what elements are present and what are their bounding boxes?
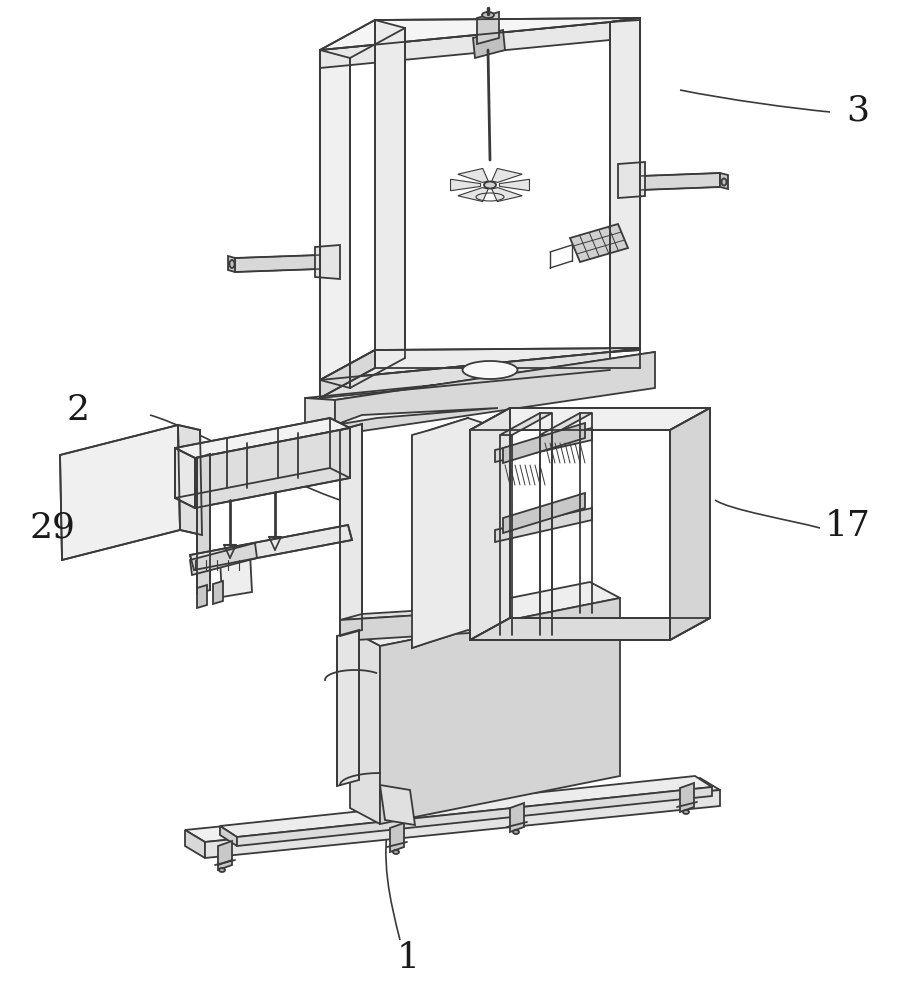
Polygon shape [340,611,486,641]
Polygon shape [639,173,719,190]
Polygon shape [190,543,256,575]
Polygon shape [412,430,430,648]
Polygon shape [320,350,375,398]
Polygon shape [228,256,235,272]
Polygon shape [320,22,610,68]
Polygon shape [320,18,639,50]
Polygon shape [320,348,639,380]
Polygon shape [205,790,719,858]
Text: 29: 29 [29,511,75,545]
Polygon shape [375,20,405,358]
Text: 2: 2 [67,393,89,427]
Polygon shape [304,352,655,400]
Ellipse shape [462,361,517,379]
Polygon shape [412,418,486,648]
Polygon shape [178,425,201,535]
Polygon shape [304,398,335,435]
Polygon shape [349,582,619,646]
Polygon shape [218,841,232,870]
Polygon shape [457,188,488,202]
Ellipse shape [219,868,225,872]
Polygon shape [235,255,320,272]
Polygon shape [470,408,509,640]
Polygon shape [337,630,358,786]
Polygon shape [320,352,610,398]
Polygon shape [185,778,719,842]
Polygon shape [430,418,468,642]
Polygon shape [349,630,379,824]
Polygon shape [477,12,498,44]
Ellipse shape [483,182,496,189]
Polygon shape [610,20,639,352]
Polygon shape [219,776,712,837]
Polygon shape [495,508,591,542]
Polygon shape [190,525,351,570]
Polygon shape [719,173,727,189]
Polygon shape [610,18,639,352]
Polygon shape [219,826,237,846]
Polygon shape [379,785,414,825]
Polygon shape [509,803,524,832]
Polygon shape [197,585,207,608]
Polygon shape [472,30,505,58]
Polygon shape [470,408,709,430]
Polygon shape [340,424,361,636]
Polygon shape [335,408,498,425]
Polygon shape [175,418,349,458]
Polygon shape [195,428,349,508]
Polygon shape [539,413,591,435]
Polygon shape [450,179,480,191]
Polygon shape [175,448,195,508]
Polygon shape [618,162,644,198]
Polygon shape [491,188,522,202]
Ellipse shape [481,12,493,18]
Polygon shape [502,493,584,533]
Polygon shape [379,598,619,824]
Polygon shape [237,787,712,846]
Ellipse shape [512,830,518,834]
Polygon shape [314,245,340,279]
Ellipse shape [721,179,726,186]
Polygon shape [219,553,252,597]
Text: 17: 17 [824,509,870,543]
Polygon shape [499,413,552,435]
Polygon shape [498,179,529,191]
Ellipse shape [229,260,234,268]
Polygon shape [470,618,709,640]
Polygon shape [340,605,507,620]
Polygon shape [213,581,223,604]
Polygon shape [495,428,591,462]
Polygon shape [491,168,522,182]
Polygon shape [389,823,404,852]
Polygon shape [335,352,655,435]
Ellipse shape [393,850,398,854]
Polygon shape [320,50,349,388]
Text: 1: 1 [396,941,419,975]
Polygon shape [60,425,180,560]
Polygon shape [502,423,584,463]
Polygon shape [457,168,488,182]
Polygon shape [197,454,209,594]
Polygon shape [570,224,628,262]
Polygon shape [669,408,709,640]
Text: 3: 3 [845,93,869,127]
Polygon shape [679,783,694,812]
Polygon shape [185,830,205,858]
Ellipse shape [683,810,688,814]
